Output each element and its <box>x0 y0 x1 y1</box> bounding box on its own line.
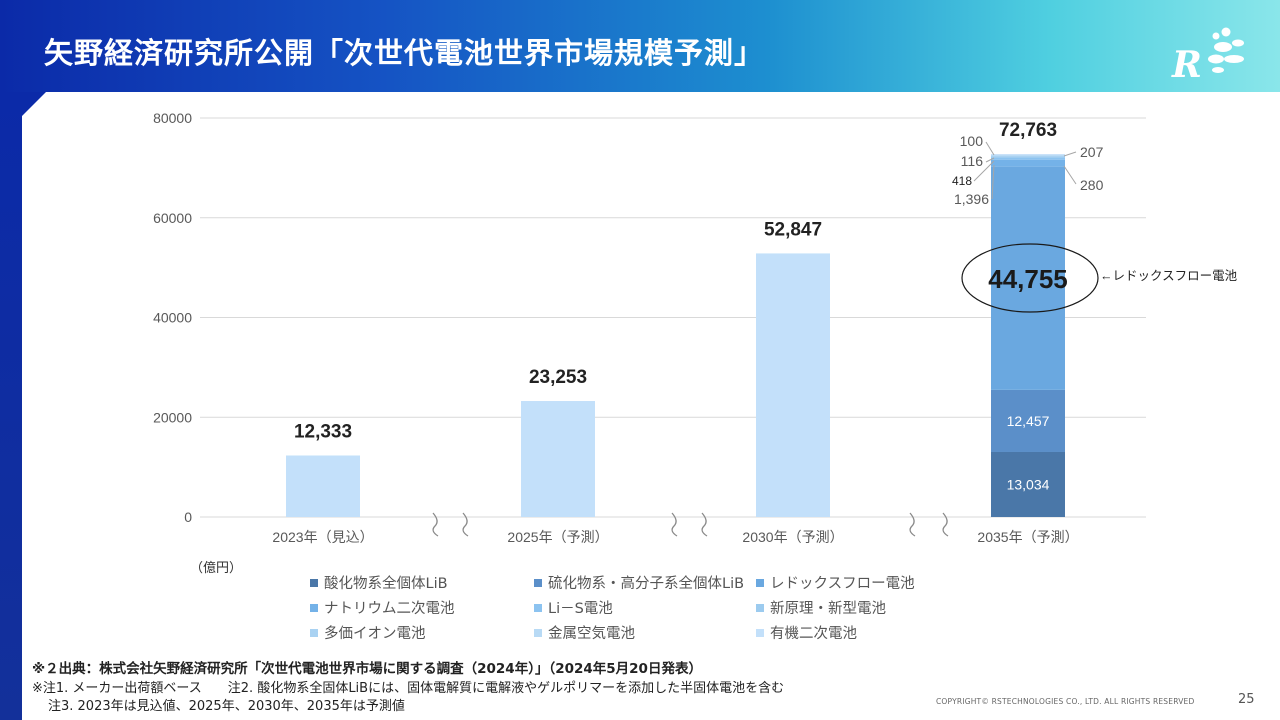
callout-leader-line <box>985 141 995 156</box>
legend-label: 硫化物系・高分子系全個体LiB <box>548 576 745 592</box>
chart-x-ticks: 2023年（見込） 2025年（予測） 2030年（予測） 2035年（予測） <box>272 529 1078 545</box>
legend-label: 酸化物系全個体LiB <box>324 576 448 592</box>
chart-annotations: ←レドックスフロー電池 100 116 418 1,396 207 280 <box>952 133 1238 313</box>
legend-item: 硫化物系・高分子系全個体LiB <box>534 572 744 593</box>
legend-label: 新原理・新型電池 <box>770 601 886 617</box>
y-tick-label: 80000 <box>153 110 192 126</box>
logo-dots-icon <box>1208 27 1244 73</box>
copyright-text: COPYRIGHT© RSTECHNOLOGIES CO., LTD. ALL … <box>936 697 1195 706</box>
bar-total-label: 52,847 <box>764 219 822 240</box>
legend-label: Li－S電池 <box>548 601 613 617</box>
bar-segment <box>991 154 1065 155</box>
axis-break-mark <box>942 512 949 537</box>
y-tick-label: 60000 <box>153 210 192 226</box>
x-tick-label: 2025年（予測） <box>507 529 608 545</box>
callout-leader-line <box>1063 151 1077 157</box>
x-tick-label: 2023年（見込） <box>272 529 373 545</box>
content-panel <box>22 92 1280 720</box>
bar-segment <box>991 154 1065 156</box>
chart-labels: 12,333 23,253 52,847 72,763 13,034 12,457 44,7… <box>294 120 1068 492</box>
bar-segment <box>991 159 1065 167</box>
page-title: 矢野経済研究所公開「次世代電池世界市場規模予測」 <box>44 36 765 70</box>
callout-label: 1,396 <box>954 191 989 207</box>
segment-label: 12,457 <box>1007 413 1050 429</box>
segment-label: 44,755 <box>988 264 1068 294</box>
page-number: 25 <box>1238 692 1255 707</box>
callout-label: 280 <box>1080 177 1104 193</box>
legend-item: 多価イオン電池 <box>310 622 426 643</box>
bar-segment <box>991 166 1065 390</box>
legend-label: 金属空気電池 <box>548 626 635 642</box>
legend-label: レドックスフロー電池 <box>770 576 915 592</box>
bar-segment <box>991 156 1065 158</box>
legend-item: ナトリウム二次電池 <box>310 597 455 618</box>
y-tick-label: 0 <box>184 509 192 525</box>
bar-segment <box>991 155 1065 157</box>
legend-swatch <box>534 603 542 612</box>
callout-leader-line <box>1063 165 1077 185</box>
legend-swatch <box>310 578 318 587</box>
bar-total-label: 12,333 <box>294 421 352 442</box>
callout-leader-line <box>973 160 995 182</box>
bar-segment <box>286 455 360 517</box>
note-1-2: ※注1. メーカー出荷額ベース 注2. 酸化物系全固体LiBには、固体電解質に電… <box>32 681 785 696</box>
legend-swatch <box>756 578 764 587</box>
y-tick-label: 20000 <box>153 409 192 425</box>
legend-swatch <box>756 603 764 612</box>
chart-y-ticks: 0 20000 40000 60000 80000 <box>153 110 192 525</box>
callout-label: 100 <box>960 133 984 149</box>
chart-bars <box>286 154 1065 517</box>
note-3: 注3. 2023年は見込値、2025年、2030年、2035年は予測値 <box>48 699 405 714</box>
callout-leader-line <box>991 164 995 200</box>
bar-total-label: 72,763 <box>999 120 1057 141</box>
legend-item: Li－S電池 <box>534 597 613 618</box>
x-tick-label: 2030年（予測） <box>742 529 843 545</box>
legend-label: ナトリウム二次電池 <box>324 601 455 617</box>
logo-letter: R <box>1172 44 1202 86</box>
callout-label: 116 <box>961 153 984 169</box>
axis-break-mark <box>671 512 678 537</box>
legend-swatch <box>534 628 542 637</box>
legend-item: レドックスフロー電池 <box>756 572 915 593</box>
legend-swatch <box>310 628 318 637</box>
bar-segment <box>991 389 1065 452</box>
bar-segment <box>991 157 1065 160</box>
legend-label: 多価イオン電池 <box>324 626 426 642</box>
legend-label: 有機二次電池 <box>770 626 857 642</box>
side-band <box>0 92 22 720</box>
axis-break-mark <box>701 512 708 537</box>
axis-break-mark <box>462 512 469 537</box>
callout-leader-line <box>985 157 995 163</box>
company-logo: R <box>1168 22 1248 86</box>
segment-label: 13,034 <box>1007 476 1050 492</box>
chart-unit-label: （億円） <box>190 561 243 576</box>
bar-segment <box>991 451 1065 517</box>
bar-segment <box>756 253 830 517</box>
axis-break-marks <box>432 512 949 537</box>
bar-segment <box>521 401 595 517</box>
legend-item: 金属空気電池 <box>534 622 635 643</box>
highlight-ellipse <box>961 243 1099 313</box>
source-note: ※２出典：株式会社矢野経済研究所「次世代電池世界市場に関する調査（2024年）」… <box>32 661 702 677</box>
legend-item: 酸化物系全個体LiB <box>310 572 448 593</box>
annotation-label: ←レドックスフロー電池 <box>1100 269 1238 283</box>
legend-item: 新原理・新型電池 <box>756 597 886 618</box>
legend-swatch <box>756 628 764 637</box>
bar-total-label: 23,253 <box>529 367 587 388</box>
legend-swatch <box>310 603 318 612</box>
legend-item: 有機二次電池 <box>756 622 857 643</box>
corner-cut-decoration <box>22 92 46 116</box>
legend-swatch <box>534 578 542 587</box>
callout-label: 418 <box>952 174 972 188</box>
x-tick-label: 2035年（予測） <box>977 529 1078 545</box>
header-band <box>0 0 1280 92</box>
y-tick-label: 40000 <box>153 310 192 326</box>
callout-label: 207 <box>1080 144 1104 160</box>
axis-break-mark <box>432 512 439 537</box>
axis-break-mark <box>909 512 916 537</box>
